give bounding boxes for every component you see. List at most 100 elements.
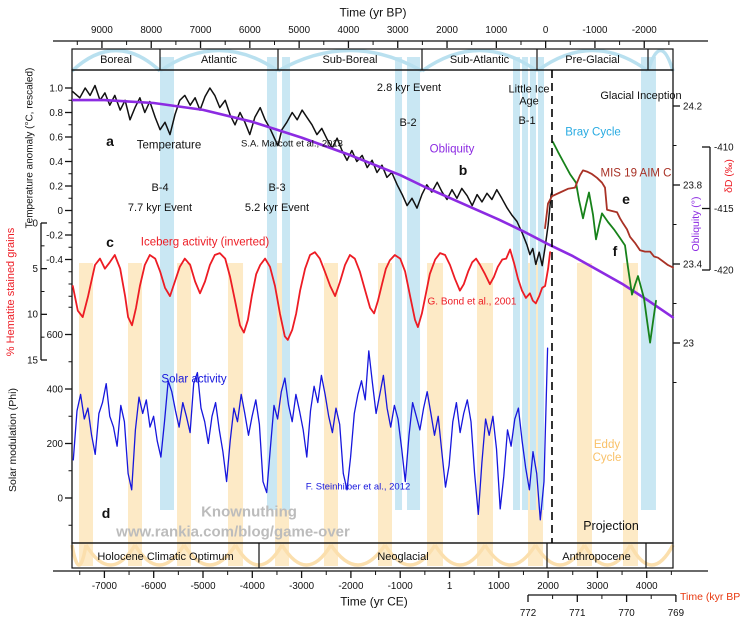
panel-letter-b: b — [458, 162, 468, 179]
mis19-label: MIS 19 AIM C — [600, 167, 672, 180]
eddy-cycle-band — [323, 263, 338, 566]
temperature-tick-label: 1.0 — [49, 83, 63, 94]
eddy-cycle-arc — [383, 544, 437, 567]
solar-series-label: Solar activity — [161, 373, 227, 386]
top-bp-tick-label: 3000 — [387, 25, 409, 36]
obliquity-tick-label: 23.4 — [683, 259, 703, 270]
eddy-cycle-arc — [84, 544, 137, 567]
eddy-cycle-arc — [533, 544, 586, 567]
dD-axis-label: δD (‰) — [723, 159, 735, 193]
solar-tick-label: 600 — [47, 330, 64, 341]
period-label-bottom: Holocene Climatic Optimum — [97, 551, 233, 563]
panel-letter-a: a — [106, 133, 114, 150]
top-axis-title: Time (yr BP) — [339, 5, 407, 20]
bottom-ce-tick-label: -5000 — [190, 581, 216, 592]
b3-label: B-3 — [268, 181, 286, 194]
top-bp-tick-label: 2000 — [436, 25, 458, 36]
bottom-ce-tick-label: 3000 — [587, 581, 609, 592]
projection-label: Projection — [583, 519, 639, 533]
b4-label: B-4 — [151, 181, 169, 194]
obliquity-tick-label: 24.2 — [683, 101, 702, 112]
eddy-cycle-band — [177, 263, 192, 566]
top-bp-tick-label: 7000 — [190, 25, 212, 36]
temperature-tick-label: 0 — [58, 206, 64, 217]
eddy-cycle-arc — [582, 544, 632, 567]
bond-event-band — [407, 57, 421, 510]
kyr-bp-tick-label: 771 — [569, 608, 585, 619]
obliquity-tick-label: 23 — [683, 338, 694, 349]
solar-tick-label: 400 — [47, 384, 64, 395]
marcott-citation: S.A. Marcott et al., 2013 — [241, 138, 343, 150]
temperature-series-label: Temperature — [136, 139, 202, 152]
temperature-tick-label: -0.4 — [46, 255, 63, 266]
panel-letter-c: c — [106, 234, 114, 251]
dD-tick-label: -410 — [714, 142, 734, 153]
bottom-ce-tick-label: -1000 — [388, 581, 414, 592]
bottom-ce-tick-label: 2000 — [537, 581, 559, 592]
event-52-label: 5.2 kyr Event — [244, 201, 310, 214]
period-label-top: Sub-Boreal — [322, 54, 377, 66]
bray-cycle-label: Bray Cycle — [565, 126, 621, 139]
b1-label: B-1 — [518, 114, 536, 127]
bond-event-band — [530, 57, 537, 510]
plot-border — [71, 69, 674, 544]
bottom-ce-tick-label: -2000 — [338, 581, 364, 592]
event-77-label: 7.7 kyr Event — [127, 201, 193, 214]
eddy-cycle-arc — [70, 544, 88, 567]
bond-citation: G. Bond et al., 2001 — [427, 296, 517, 308]
period-label-top: Pre-Glacial — [565, 54, 619, 66]
bond-event-band — [282, 57, 291, 510]
top-bp-tick-label: 8000 — [140, 25, 162, 36]
solar-axis-label: Solar modulation (Phi) — [7, 388, 19, 492]
bond-event-band — [640, 57, 656, 510]
b2-label: B-2 — [399, 116, 417, 129]
bray-cycle-arc — [420, 48, 539, 73]
top-bp-tick-label: 9000 — [91, 25, 113, 36]
bond-event-band — [266, 57, 277, 510]
kyr-axis-title: Time (kyr BP) — [680, 591, 740, 603]
obliquity-tick-label: 23.8 — [683, 180, 703, 191]
kyr-bp-tick-label: 769 — [668, 608, 684, 619]
bottom-ce-tick-label: 1 — [447, 581, 452, 592]
watermark-name: Knownuthing — [201, 503, 297, 521]
solar-activity-curve — [72, 347, 549, 521]
top-bp-tick-label: 0 — [543, 25, 549, 36]
temperature-tick-label: 0.8 — [49, 108, 63, 119]
bottom-ce-tick-label: 1000 — [488, 581, 510, 592]
period-label-bottom: Anthropocene — [562, 551, 631, 563]
top-bp-tick-label: -1000 — [582, 25, 608, 36]
temperature-tick-label: -0.2 — [46, 230, 63, 241]
panel-letter-d: d — [101, 505, 111, 522]
eddy-cycle-arc — [133, 544, 186, 567]
hematite-tick-label: 15 — [27, 355, 38, 366]
hematite-tick-label: 10 — [27, 310, 38, 321]
period-label-top: Boreal — [100, 54, 132, 66]
eddy-cycle-band — [576, 263, 592, 566]
hematite-tick-label: 5 — [33, 264, 39, 275]
top-bp-tick-label: 5000 — [288, 25, 310, 36]
bottom-ce-tick-label: -4000 — [240, 581, 266, 592]
top-bp-tick-label: 4000 — [338, 25, 360, 36]
eddy-cycle-label: Eddy Cycle — [592, 439, 622, 464]
bottom-ce-tick-label: 4000 — [636, 581, 658, 592]
watermark-url: www.rankia.com/blog/game-over — [116, 523, 350, 541]
hematite-axis-label: % Hematite stained grains — [5, 227, 17, 357]
obliquity-curve — [72, 98, 675, 319]
kyr-bp-tick-label: 772 — [520, 608, 536, 619]
bottom-axis-title: Time (yr CE) — [340, 594, 408, 609]
event-28-label: 2.8 kyr Event — [376, 81, 442, 94]
bray-cycle-arc — [159, 48, 279, 73]
little-ice-age-label: Little Ice Age — [508, 83, 550, 108]
temperature-tick-label: 0.2 — [49, 181, 63, 192]
temperature-tick-label: 0.4 — [49, 157, 63, 168]
eddy-cycle-arc — [433, 544, 487, 567]
bond-event-band — [395, 57, 403, 510]
panel-letter-e: e — [622, 191, 630, 208]
eddy-cycle-band — [622, 263, 638, 566]
temperature-axis-label: Temperature anomaly (°C, rescaled) — [24, 67, 36, 229]
top-bp-tick-label: 1000 — [485, 25, 507, 36]
eddy-cycle-band — [378, 263, 393, 566]
eddy-cycle-arc — [483, 544, 537, 567]
